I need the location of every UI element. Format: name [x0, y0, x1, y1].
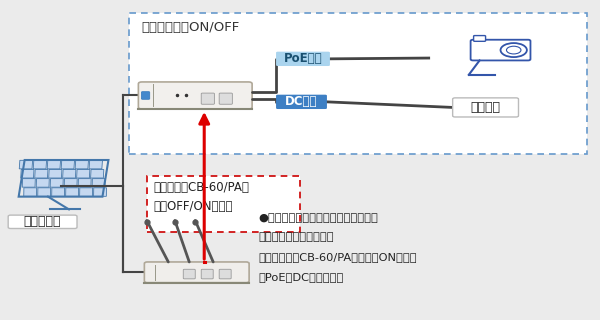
Polygon shape	[52, 188, 65, 196]
FancyBboxPatch shape	[473, 36, 485, 41]
Polygon shape	[91, 170, 104, 178]
Polygon shape	[62, 170, 76, 178]
FancyBboxPatch shape	[183, 269, 195, 279]
Polygon shape	[61, 160, 74, 169]
Polygon shape	[22, 179, 35, 187]
Polygon shape	[21, 170, 34, 178]
Polygon shape	[75, 160, 88, 169]
Polygon shape	[50, 179, 63, 187]
Polygon shape	[24, 188, 37, 196]
FancyBboxPatch shape	[470, 40, 530, 60]
Polygon shape	[49, 170, 62, 178]
Text: ●省電力モードで待機し、接点入力や: ●省電力モードで待機し、接点入力や	[258, 212, 378, 223]
Text: タイマにより復帰して: タイマにより復帰して	[258, 232, 334, 242]
Bar	[148, 176, 300, 232]
Circle shape	[506, 46, 521, 54]
FancyBboxPatch shape	[276, 95, 327, 109]
Polygon shape	[80, 188, 92, 196]
Text: 接点によりCB-60/PAの
電源OFF/ONを制御: 接点によりCB-60/PAの 電源OFF/ONを制御	[154, 181, 249, 213]
Polygon shape	[65, 188, 79, 196]
Polygon shape	[64, 179, 77, 187]
Polygon shape	[89, 160, 103, 169]
Text: 必要時のみCB-60/PAの電源をONにして: 必要時のみCB-60/PAの電源をONにして	[258, 252, 417, 262]
Polygon shape	[47, 160, 61, 169]
Text: センサ等: センサ等	[470, 101, 500, 114]
Text: PoE給電: PoE給電	[284, 52, 322, 65]
Polygon shape	[38, 188, 50, 196]
Text: ソーラ電源: ソーラ電源	[24, 215, 61, 228]
Polygon shape	[78, 179, 91, 187]
FancyBboxPatch shape	[452, 98, 518, 117]
FancyBboxPatch shape	[219, 93, 232, 104]
Polygon shape	[19, 160, 32, 169]
FancyBboxPatch shape	[219, 269, 231, 279]
FancyBboxPatch shape	[201, 269, 213, 279]
Circle shape	[500, 43, 527, 57]
FancyBboxPatch shape	[142, 92, 150, 99]
Polygon shape	[36, 179, 49, 187]
FancyBboxPatch shape	[139, 82, 252, 109]
FancyBboxPatch shape	[8, 215, 77, 228]
Text: DC給電: DC給電	[285, 95, 318, 108]
FancyBboxPatch shape	[145, 262, 249, 283]
Text: 全体の電源をON/OFF: 全体の電源をON/OFF	[142, 21, 239, 35]
Polygon shape	[94, 188, 106, 196]
Polygon shape	[33, 160, 47, 169]
Polygon shape	[77, 170, 90, 178]
Polygon shape	[92, 179, 105, 187]
Polygon shape	[35, 170, 48, 178]
Text: PoE・DC給電を行う: PoE・DC給電を行う	[258, 272, 343, 282]
FancyBboxPatch shape	[276, 52, 330, 66]
FancyBboxPatch shape	[201, 93, 214, 104]
Bar	[130, 13, 587, 154]
